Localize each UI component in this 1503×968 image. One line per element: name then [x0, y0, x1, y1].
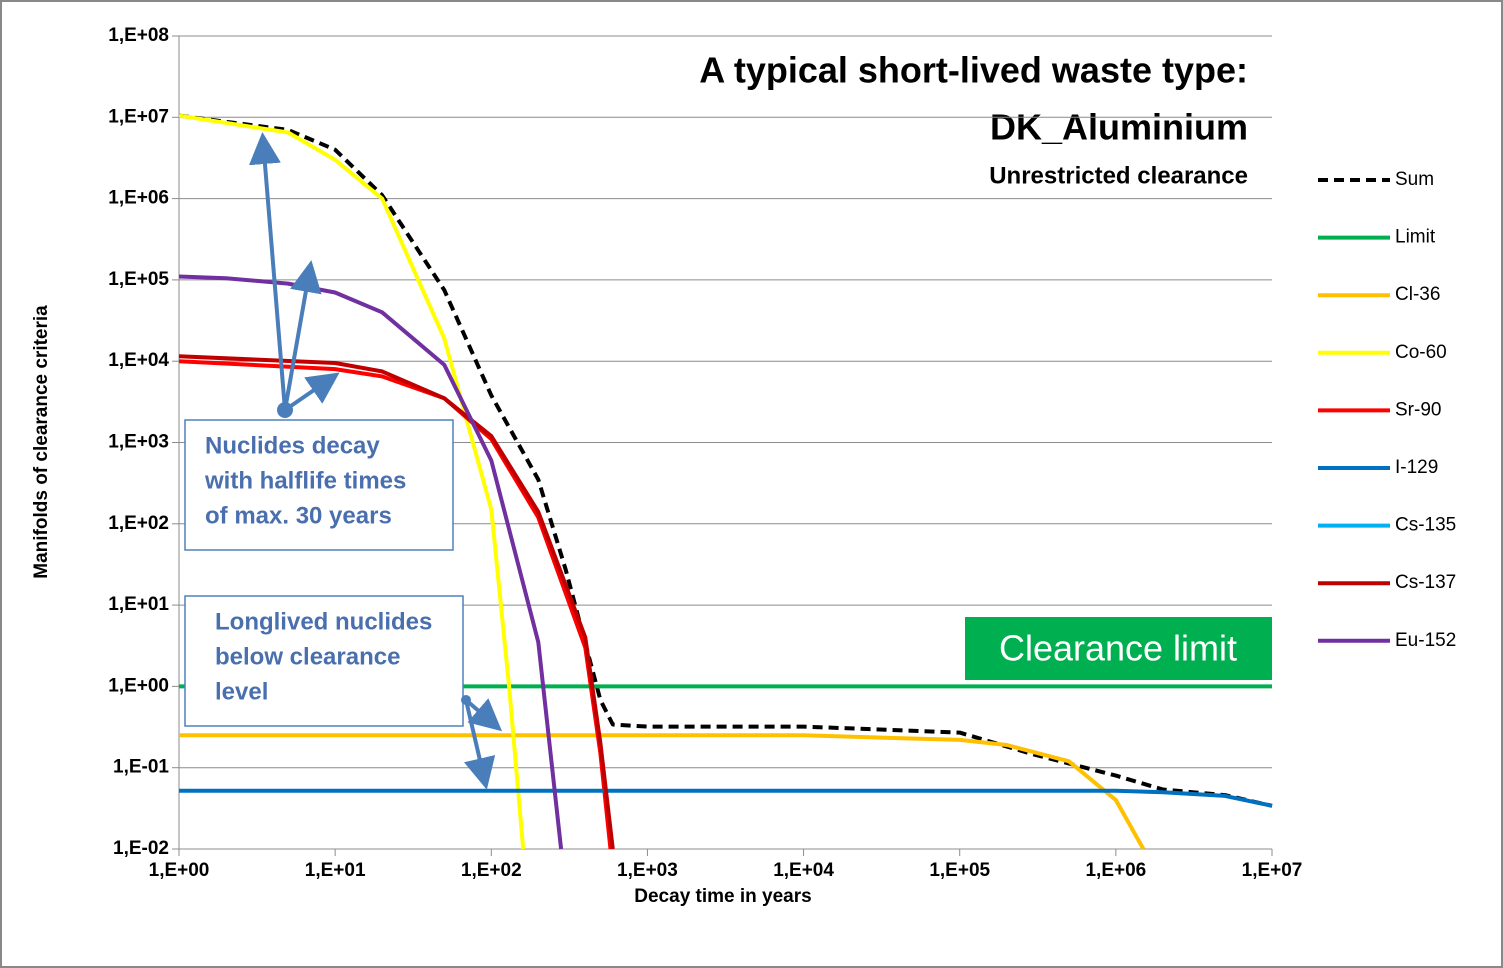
- y-tick-label: 1,E-01: [113, 757, 169, 778]
- y-tick-label: 1,E+08: [108, 25, 169, 46]
- x-tick-label: 1,E+00: [149, 860, 210, 881]
- annotation-text: Nuclides decay: [205, 432, 380, 459]
- legend-label: Cs-137: [1395, 572, 1456, 593]
- y-axis-title: Manifolds of clearance criteria: [31, 305, 52, 579]
- y-tick-label: 1,E+05: [108, 269, 169, 290]
- x-tick-label: 1,E+01: [305, 860, 366, 881]
- annotation-text: with halflife times: [204, 467, 406, 494]
- legend-label: Limit: [1395, 227, 1436, 248]
- x-tick-label: 1,E+04: [773, 860, 834, 881]
- x-tick-label: 1,E+05: [929, 860, 990, 881]
- x-tick-label: 1,E+06: [1085, 860, 1146, 881]
- chart-note: Unrestricted clearance: [989, 162, 1248, 189]
- chart-title: A typical short-lived waste type:: [699, 50, 1248, 91]
- annotation-text: level: [215, 678, 268, 705]
- clearance-box: [965, 617, 1272, 680]
- series-line: [179, 733, 1146, 850]
- plot-lines: [179, 113, 1273, 850]
- arrow-origin: [277, 402, 293, 418]
- legend-label: Sr-90: [1395, 399, 1441, 420]
- y-tick-label: 1,E-02: [113, 838, 169, 859]
- annotation-box: [184, 595, 464, 727]
- series-line: [179, 788, 1273, 808]
- series-line: [179, 354, 615, 850]
- legend-label: Cs-135: [1395, 515, 1456, 536]
- legend-label: Eu-152: [1395, 630, 1456, 651]
- annotation-text: of max. 30 years: [205, 502, 392, 529]
- overlay: Clearance limit Sum Limit Cl-36 Co-60 Sr-90 I…: [184, 132, 1456, 790]
- chart-subtitle: DK_Aluminium: [990, 107, 1248, 148]
- series-line: [179, 113, 526, 850]
- legend-label: I-129: [1395, 457, 1438, 478]
- legend-label: Cl-36: [1395, 284, 1440, 305]
- y-tick-label: 1,E+04: [108, 350, 169, 371]
- series-line: [179, 113, 1273, 808]
- clearance-label: Clearance limit: [999, 628, 1237, 669]
- arrows: [249, 132, 503, 790]
- legend-label: Sum: [1395, 169, 1434, 190]
- series-line: [179, 274, 564, 850]
- annotation-box: [184, 419, 454, 551]
- annotation-text: below clearance: [215, 643, 400, 670]
- y-tick-label: 1,E+02: [108, 513, 169, 534]
- y-tick-label: 1,E+03: [108, 432, 169, 453]
- x-tick-label: 1,E+02: [461, 860, 522, 881]
- y-tick-label: 1,E+07: [108, 106, 169, 127]
- annotation-text: Longlived nuclides: [215, 608, 432, 635]
- x-tick-label: 1,E+03: [617, 860, 678, 881]
- x-tick-label: 1,E+07: [1242, 860, 1303, 881]
- arrow-origin: [461, 695, 471, 705]
- x-axis-title: Decay time in years: [634, 886, 811, 907]
- y-tick-label: 1,E+00: [108, 675, 169, 696]
- y-tick-label: 1,E+06: [108, 188, 169, 209]
- y-tick-label: 1,E+01: [108, 594, 169, 615]
- legend-label: Co-60: [1395, 342, 1447, 363]
